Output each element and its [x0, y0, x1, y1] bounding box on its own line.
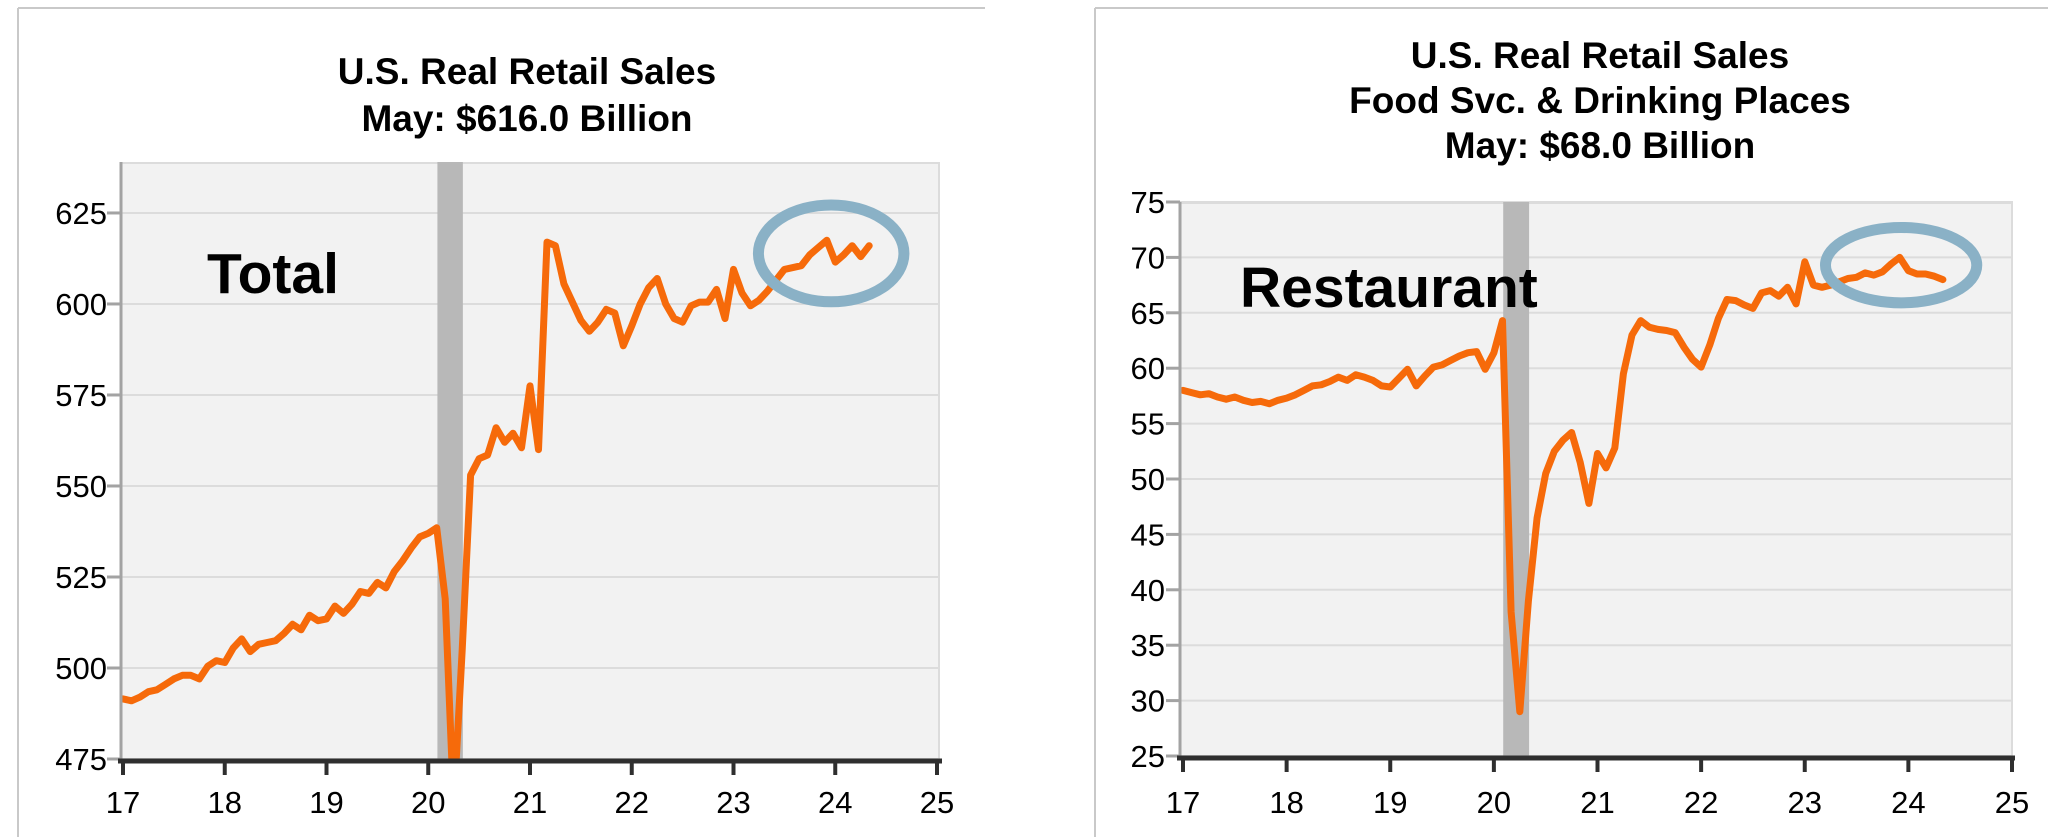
y-tick-label: 625: [55, 196, 107, 231]
x-tick-label: 17: [1166, 785, 1200, 820]
y-tick-label: 35: [1131, 628, 1165, 663]
x-tick-label: 23: [716, 785, 750, 820]
restaurant-chart-title-line-3: May: $68.0 Billion: [1445, 125, 1756, 166]
y-tick-label: 65: [1131, 296, 1165, 331]
y-tick-label: 45: [1131, 517, 1165, 552]
total-chart-title-line-1: U.S. Real Retail Sales: [338, 51, 716, 92]
data-line: [1179, 253, 1947, 716]
y-tick-label: 40: [1131, 573, 1165, 608]
x-tick-label: 18: [208, 785, 242, 820]
restaurant-chart-title-line-2: Food Svc. & Drinking Places: [1349, 80, 1851, 121]
x-tick-label: 20: [411, 785, 445, 820]
y-tick-label: 525: [55, 560, 107, 595]
y-tick-label: 75: [1131, 185, 1165, 220]
total-chart-title-line-2: May: $616.0 Billion: [361, 98, 692, 139]
x-tick-label: 22: [615, 785, 649, 820]
total-chart-plot: 475 500 525 550 575 600 625 17 18 19 20 21 22 23 24 25: [55, 162, 954, 820]
x-tick-label: 24: [1891, 785, 1925, 820]
x-tick-label: 18: [1269, 785, 1303, 820]
x-tick-label: 21: [513, 785, 547, 820]
data-line: [120, 236, 873, 759]
x-tick-label: 25: [920, 785, 954, 820]
y-tick-label: 60: [1131, 351, 1165, 386]
y-tick-label: 50: [1131, 462, 1165, 497]
y-tick-label: 475: [55, 742, 107, 777]
x-tick-label: 17: [106, 785, 140, 820]
restaurant-chart-plot: 25 30 35 40 45 50 55 60 65 70 75 17 18 19 20 21 22 23 24 25: [1131, 185, 2030, 820]
y-tick-label: 70: [1131, 240, 1165, 275]
y-tick-label: 30: [1131, 684, 1165, 719]
x-tick-label: 20: [1477, 785, 1511, 820]
x-tick-label: 21: [1580, 785, 1614, 820]
restaurant-series-label: Restaurant: [1240, 256, 1538, 320]
restaurant-chart-title-line-1: U.S. Real Retail Sales: [1411, 35, 1789, 76]
y-tick-label: 25: [1131, 739, 1165, 774]
y-tick-label: 550: [55, 469, 107, 504]
x-tick-label: 22: [1684, 785, 1718, 820]
total-series-label: Total: [207, 242, 339, 306]
highlight-ellipse: [752, 199, 910, 308]
x-tick-label: 19: [1373, 785, 1407, 820]
x-tick-label: 24: [818, 785, 852, 820]
x-tick-label: 25: [1995, 785, 2029, 820]
y-tick-label: 575: [55, 378, 107, 413]
y-tick-label: 600: [55, 287, 107, 322]
y-tick-label: 55: [1131, 407, 1165, 442]
y-tick-label: 500: [55, 651, 107, 686]
highlight-ellipse: [1819, 221, 1983, 309]
x-tick-label: 19: [309, 785, 343, 820]
x-tick-label: 23: [1788, 785, 1822, 820]
cell-borders: [17, 7, 2048, 837]
